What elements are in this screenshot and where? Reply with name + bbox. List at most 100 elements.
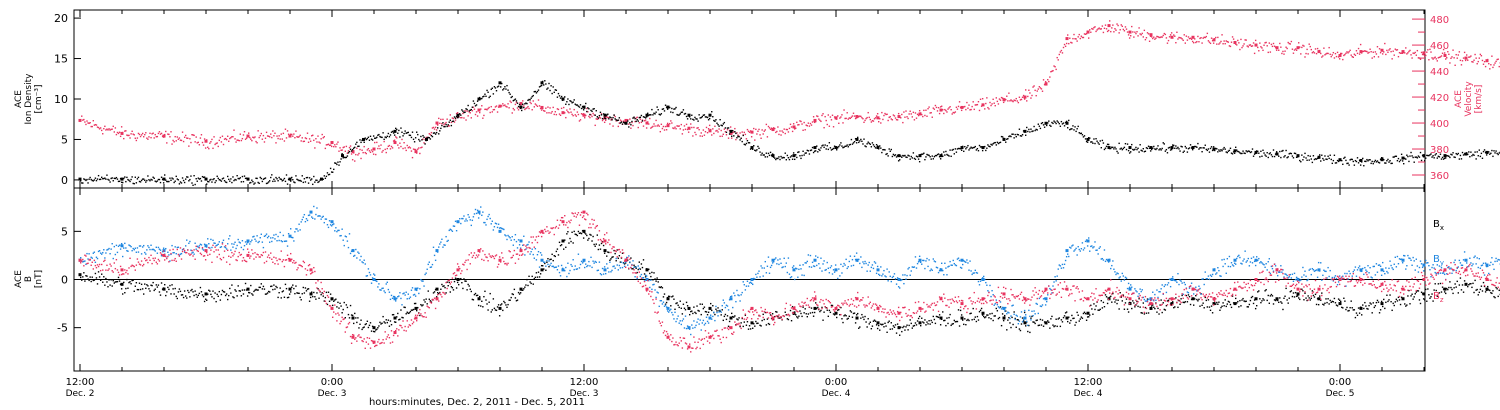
velocity-series-point [729,131,733,135]
velocity-series-sample [900,117,902,119]
density-series-sample [1367,160,1369,162]
density-series-sample [1338,159,1341,162]
bx-series-sample [1267,294,1269,297]
velocity-series-sample [1025,89,1027,91]
velocity-series-sample [876,113,879,115]
density-series-sample [944,154,946,156]
density-series-sample [975,149,978,151]
bx-series-sample [584,232,586,234]
density-series-sample [1172,144,1174,146]
density-series-sample [684,112,687,115]
density-series-sample [1219,150,1221,152]
density-series-sample [937,153,940,155]
velocity-series-sample [1422,53,1425,56]
density-series-sample [259,176,261,179]
density-series-sample [165,179,167,181]
density-series-sample [281,180,283,182]
velocity-series-sample [1112,24,1114,26]
velocity-series-sample [527,105,529,108]
bx-series-point [330,297,334,301]
bx-series-sample [109,284,111,286]
density-series-sample [1126,143,1129,145]
velocity-series-sample [317,135,319,137]
bx-series-sample [1396,300,1399,302]
bx-series-sample [513,288,516,291]
bx-series-sample [526,278,528,281]
density-series-sample [1258,152,1260,154]
density-series-sample [493,86,496,88]
density-series-sample [858,141,860,144]
bx-series-sample [1225,305,1227,308]
density-series-sample [166,180,168,183]
bx-series-sample [700,313,702,316]
bx-series-sample [979,309,982,312]
density-series-sample [1371,160,1373,163]
velocity-series-sample [767,125,770,128]
velocity-series-sample [1410,54,1412,56]
density-series-sample [692,118,694,121]
velocity-series-sample [868,116,870,119]
velocity-series-sample [1159,36,1161,39]
density-series-sample [119,177,122,180]
density-series-sample [1428,154,1430,157]
density-series-sample [1284,155,1286,157]
bx-series-sample [318,297,320,299]
bx-series-sample [754,325,756,327]
bx-series-sample [588,237,590,240]
velocity-series-sample [384,148,386,151]
velocity-series-sample [1342,58,1344,61]
density-series-sample [1273,155,1276,158]
velocity-series-sample [1071,42,1073,44]
density-series-sample [1089,137,1091,139]
density-series-sample [1019,135,1022,137]
bx-series-sample [102,281,104,283]
density-series-sample [1282,149,1284,152]
density-series-sample [306,176,309,179]
density-series-sample [1085,140,1088,143]
bx-series-sample [1027,330,1029,333]
density-series-sample [676,113,678,116]
density-series-sample [530,97,532,99]
density-series-sample [885,153,887,156]
bx-series-sample [1366,307,1368,310]
density-series-sample [162,182,165,184]
density-series-sample [94,177,97,179]
bx-series-sample [1278,301,1280,304]
density-series-sample [1333,154,1336,156]
density-series-point [876,146,880,150]
bx-series-sample [1477,294,1479,296]
velocity-series-sample [707,128,710,130]
bx-series-sample [176,297,178,300]
density-series-sample [336,163,338,166]
velocity-series-sample [1244,39,1246,41]
velocity-series-sample [669,122,671,125]
bx-series-sample [490,311,492,313]
density-series-sample [1319,154,1321,156]
density-series-sample [656,106,658,108]
velocity-series-sample [757,130,759,132]
velocity-series-sample [588,115,590,118]
velocity-series-sample [338,150,340,152]
velocity-series-sample [638,122,640,124]
bx-series-sample [369,322,372,324]
density-series-sample [438,133,440,135]
bx-series-sample [596,234,598,236]
density-series-sample [928,154,930,157]
density-series-sample [522,103,524,106]
bx-series-sample [1271,295,1274,297]
bx-series-sample [254,289,256,291]
bx-series-sample [1165,305,1168,307]
density-series-sample [1400,153,1403,156]
bx-series-sample [1484,291,1487,293]
velocity-series-sample [554,111,556,113]
bx-series-sample [1058,317,1060,319]
density-series-sample [188,180,190,182]
density-series-sample [659,114,661,116]
bx-series-sample [1103,306,1106,308]
velocity-series-sample [422,138,424,140]
density-series-sample [589,113,591,116]
density-series-sample [149,180,151,182]
density-series-sample [1268,153,1270,155]
velocity-series-sample [94,123,97,126]
velocity-series-sample [274,132,276,134]
